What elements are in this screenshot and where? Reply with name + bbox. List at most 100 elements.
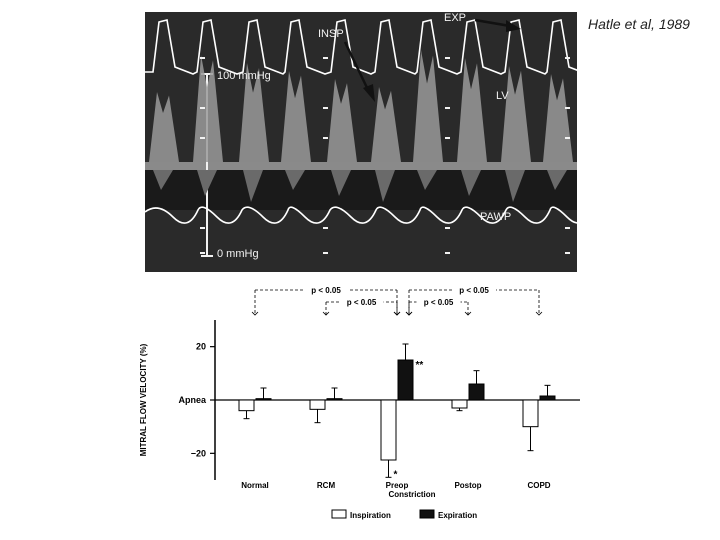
time-tick (565, 137, 570, 139)
lv-label: LV (496, 90, 509, 102)
doppler-envelope (193, 55, 223, 162)
time-tick (565, 57, 570, 59)
doppler-envelope (413, 50, 443, 162)
y-tick-label: 20 (196, 342, 206, 352)
insp-arrow (343, 41, 372, 95)
time-tick (445, 57, 450, 59)
exp-arrow (474, 18, 511, 28)
doppler-envelope (149, 92, 179, 162)
category-label: Postop (454, 481, 481, 490)
category-label: RCM (317, 481, 336, 490)
bar-expiration-normal (255, 398, 272, 401)
significance-label: p < 0.05 (459, 286, 489, 295)
bar-expiration-copd (539, 395, 556, 401)
doppler-envelope (239, 63, 269, 162)
bar-expiration-preop (397, 359, 414, 401)
time-tick (565, 227, 570, 229)
doppler-envelope-lower (153, 170, 173, 190)
significance-label-bg (339, 296, 384, 307)
doppler-envelope-lower (243, 170, 263, 202)
lv-pressure-trace (145, 19, 577, 75)
bar-expiration-rcm (326, 398, 343, 401)
time-tick (323, 252, 328, 254)
doppler-envelope (457, 58, 487, 162)
bracket-arrow (464, 311, 472, 316)
insp-arrowhead (363, 84, 375, 102)
doppler-velocity-envelopes (149, 50, 573, 202)
doppler-envelope-lower (505, 170, 525, 202)
significance-label-bg (416, 296, 461, 307)
exp-arrowhead (506, 20, 521, 32)
time-tick (323, 227, 328, 229)
bracket-arrow (535, 311, 543, 316)
y-tick-label: −20 (191, 448, 206, 458)
doppler-envelope-lower (197, 170, 217, 196)
pressure-traces (145, 19, 577, 224)
doppler-envelope-lower (547, 170, 567, 190)
doppler-envelope-lower (375, 170, 395, 202)
category-label: COPD (527, 481, 550, 490)
y-axis-title: MITRAL FLOW VELOCITY (%) (139, 343, 148, 456)
tracing-graphic (145, 18, 577, 257)
x-axis-title: Constriction (388, 490, 435, 499)
doppler-baseline (145, 162, 577, 170)
time-tick (565, 252, 570, 254)
doppler-envelope (327, 79, 357, 162)
bar-inspiration-rcm (309, 399, 326, 410)
bracket-arrow (393, 311, 401, 316)
doppler-lower-noise (145, 170, 577, 210)
pawp-pressure-trace (145, 206, 577, 224)
exp-label: EXP (444, 12, 467, 24)
category-label: Normal (241, 481, 269, 490)
time-tick (200, 227, 205, 229)
doppler-pressure-tracing: INSP EXP LV PAWP 100 mmHg 0 mmHg (145, 12, 577, 272)
bar-inspiration-postop (451, 399, 468, 409)
bar-inspiration-preop (380, 399, 397, 461)
bracket-arrow (322, 311, 330, 316)
time-tick (200, 252, 205, 254)
scale-bottom-label: 0 mmHg (217, 248, 259, 260)
time-tick (323, 137, 328, 139)
time-tick (200, 107, 205, 109)
significance-label-bg (452, 284, 496, 295)
legend-label-inspiration: Inspiration (350, 511, 391, 520)
bracket-arrow (405, 311, 413, 316)
significance-asterisk: ** (416, 360, 424, 371)
time-tick (445, 252, 450, 254)
doppler-envelope (281, 71, 311, 162)
doppler-envelope-lower (285, 170, 305, 190)
time-tick (323, 57, 328, 59)
time-tick (445, 107, 450, 109)
doppler-envelope-lower (417, 170, 437, 190)
significance-label-bg (304, 284, 348, 295)
y-tick-label: Apnea (178, 395, 207, 405)
time-tick-marks (200, 57, 570, 254)
doppler-envelope-lower (331, 170, 351, 196)
legend-swatch-expiration (419, 509, 435, 519)
citation-text: Hatle et al, 1989 (588, 16, 690, 32)
time-tick (445, 137, 450, 139)
doppler-envelope (501, 66, 531, 162)
category-label: Preop (386, 481, 409, 490)
bar-expiration-postop (468, 383, 485, 401)
significance-asterisk: * (394, 469, 398, 480)
scale-top-label: 100 mmHg (217, 70, 271, 82)
legend-label-expiration: Expiration (438, 511, 477, 520)
pawp-label: PAWP (480, 211, 512, 223)
insp-label: INSP (318, 28, 344, 40)
time-tick (565, 107, 570, 109)
time-tick (200, 137, 205, 139)
time-tick (200, 57, 205, 59)
bracket-arrow (251, 311, 259, 316)
doppler-envelope (371, 87, 401, 162)
time-tick (445, 227, 450, 229)
bar-inspiration-copd (522, 399, 539, 428)
significance-label: p < 0.05 (424, 298, 454, 307)
bar-inspiration-normal (238, 399, 255, 412)
legend-swatch-inspiration (331, 509, 347, 519)
time-tick (323, 107, 328, 109)
doppler-envelope (543, 74, 573, 162)
significance-label: p < 0.05 (311, 286, 341, 295)
significance-label: p < 0.05 (347, 298, 377, 307)
